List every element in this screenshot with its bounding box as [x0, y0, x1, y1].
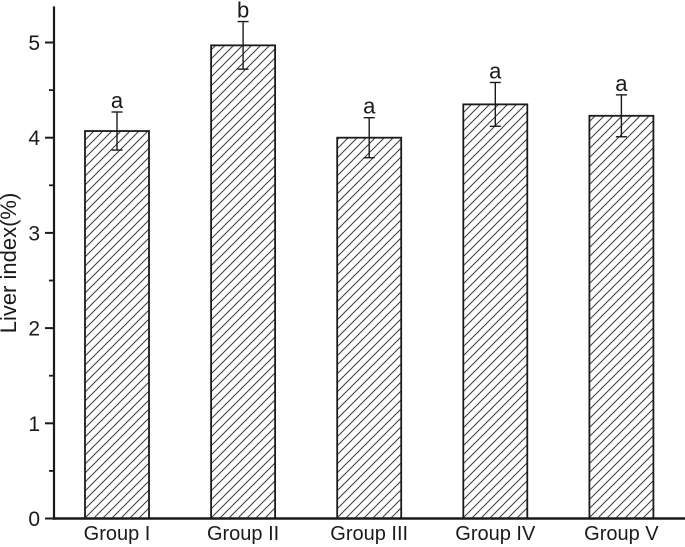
x-tick-label-group-v: Group V — [584, 523, 659, 545]
bar-group-ii — [210, 44, 277, 520]
y-axis-title: Liver index(%) — [0, 193, 21, 334]
sig-letter-group-iii: a — [363, 94, 376, 119]
sig-letter-group-v: a — [615, 71, 628, 96]
y-tick-label: 3 — [28, 222, 40, 245]
bar-group-iii — [336, 136, 403, 520]
bar-group-i — [84, 130, 150, 520]
sig-letter-group-ii: b — [237, 0, 249, 23]
x-tick-label-group-iii: Group III — [330, 523, 408, 545]
y-tick-label: 5 — [28, 32, 40, 55]
y-tick-label: 2 — [28, 318, 40, 341]
sig-letter-group-iv: a — [489, 58, 502, 83]
y-tick-label: 0 — [28, 508, 40, 531]
y-tick-label: 1 — [28, 413, 40, 436]
x-tick-label-group-iv: Group IV — [455, 523, 536, 545]
x-tick-label-group-ii: Group II — [207, 523, 279, 545]
bar-group-iv — [462, 103, 529, 520]
sig-letter-group-i: a — [111, 88, 124, 113]
y-tick-label: 4 — [28, 127, 40, 150]
bar-group-v — [588, 114, 655, 520]
x-tick-label-group-i: Group I — [84, 523, 151, 545]
